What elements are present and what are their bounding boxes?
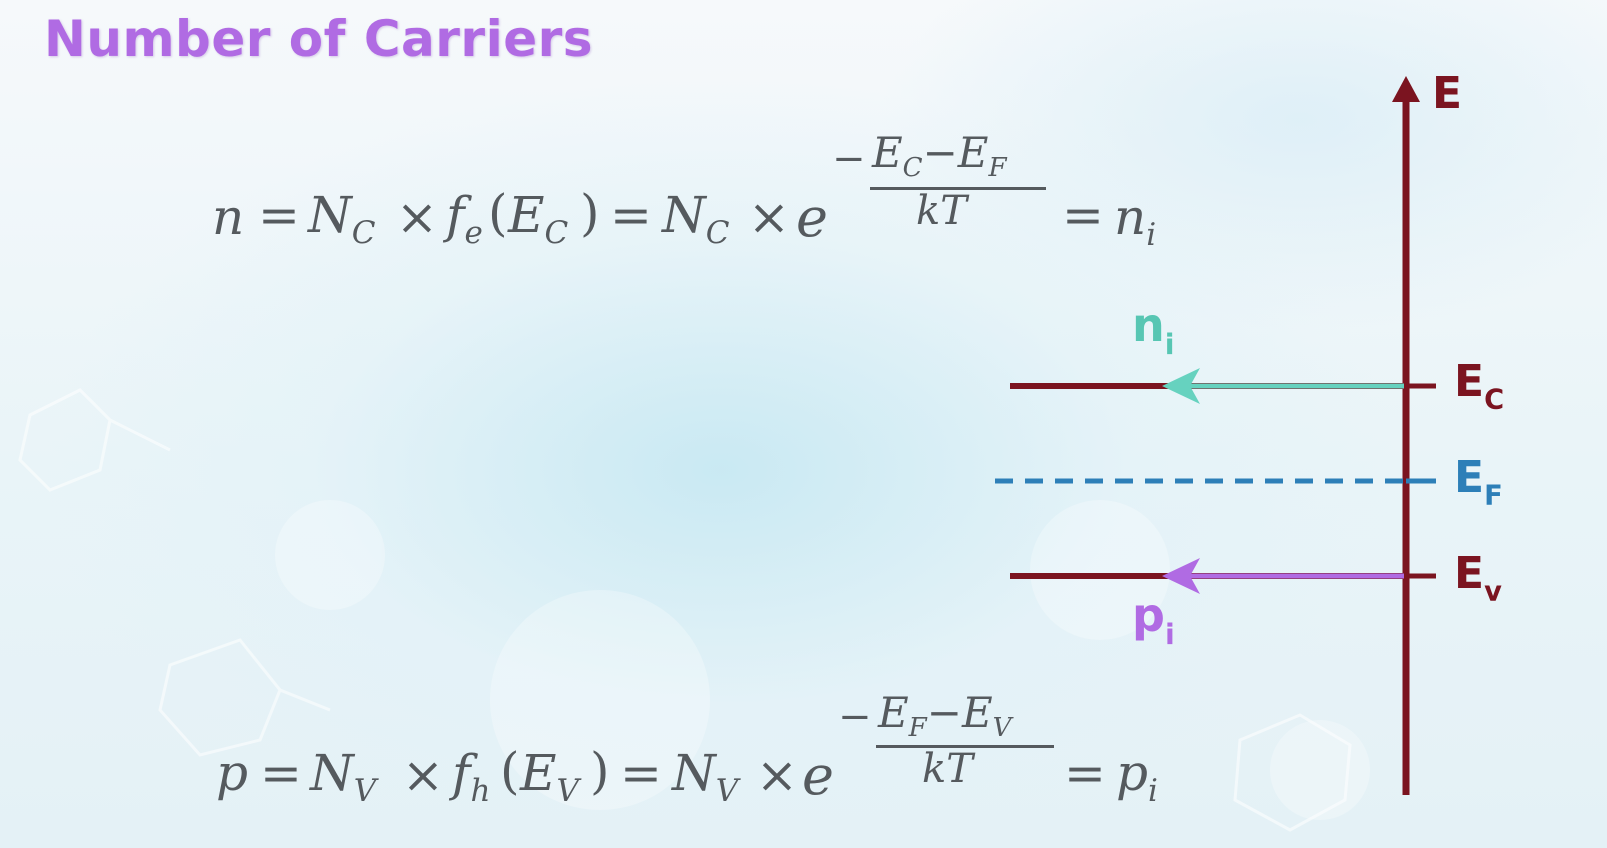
eq-p-Ev-arg: EV [520, 744, 579, 809]
eq-p-exp-minus: − [838, 694, 872, 740]
eq-p-Nv: NV [310, 744, 377, 809]
eq-p-lhs: p [216, 744, 249, 802]
eq-n-equals-1: = [258, 186, 300, 244]
eq-p-fraction-bar [876, 745, 1054, 748]
eq-n-Nc-2: NC [662, 186, 730, 251]
eq-p-exp-numerator: EF−EV [878, 688, 1012, 744]
eq-n-Nc: NC [308, 186, 376, 251]
eq-p-equals-3: = [1064, 744, 1106, 802]
eq-n-fraction-bar [870, 187, 1046, 190]
eq-n-Ec-arg: EC [508, 186, 569, 251]
eq-p-result: pi [1116, 744, 1158, 809]
slide-title: Number of Carriers [44, 10, 594, 68]
eq-p-times-1: × [402, 746, 444, 804]
eq-p-equals-1: = [260, 744, 302, 802]
eq-n-paren-close: ) [580, 184, 600, 242]
eq-p-times-2: × [756, 746, 798, 804]
ev-label: Ev [1454, 548, 1502, 608]
eq-n-exp-base: e [796, 186, 828, 249]
eq-p-exp-base: e [802, 744, 834, 807]
eq-p-Nv-2: NV [672, 744, 739, 809]
ef-label: EF [1454, 452, 1503, 512]
eq-n-exp-minus: − [832, 136, 866, 182]
eq-n-result: ni [1114, 188, 1157, 253]
intrinsic-hole-label: pi [1132, 588, 1175, 651]
eq-n-equals-3: = [1062, 186, 1104, 244]
eq-n-exp-denominator: kT [916, 188, 967, 234]
eq-n-fe: fe [446, 186, 483, 251]
eq-p-paren-close: ) [590, 742, 610, 800]
eq-n-paren-open: ( [488, 184, 508, 242]
eq-n-exp-numerator: EC−EF [872, 128, 1007, 184]
eq-n-equals-2: = [610, 186, 652, 244]
energy-axis-label: E [1432, 68, 1463, 119]
eq-p-fh: fh [452, 744, 491, 809]
eq-n-lhs: n [212, 188, 245, 246]
eq-p-paren-open: ( [500, 742, 520, 800]
ec-label: EC [1454, 356, 1505, 416]
eq-n-times-2: × [748, 188, 790, 246]
eq-p-exp-denominator: kT [922, 746, 973, 792]
eq-p-equals-2: = [620, 744, 662, 802]
eq-n-times-1: × [396, 188, 438, 246]
intrinsic-electron-label: ni [1132, 298, 1175, 361]
